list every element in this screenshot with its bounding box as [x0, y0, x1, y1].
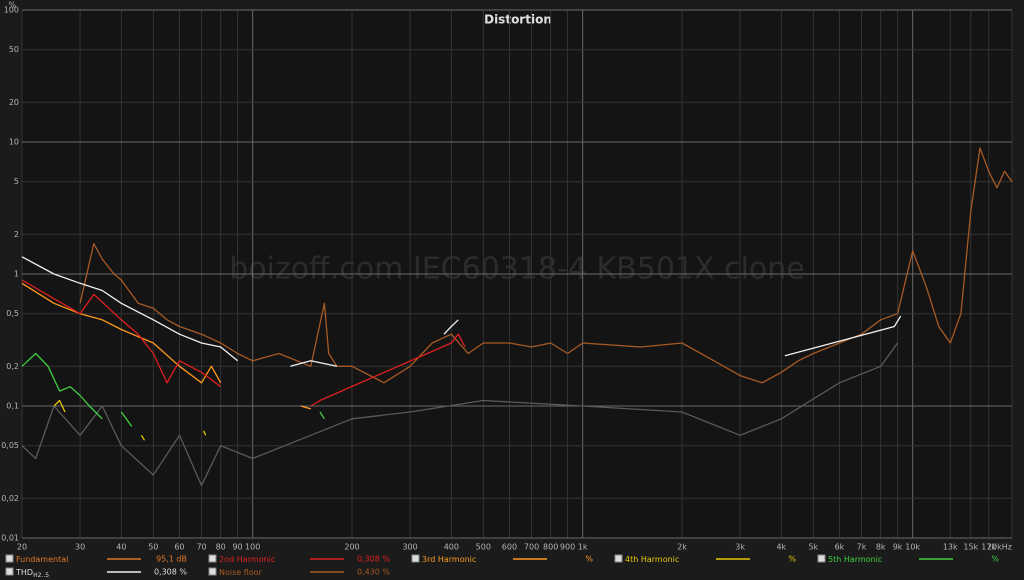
legend-checkbox [208, 567, 217, 576]
legend-name: 2nd Harmonic [219, 555, 275, 564]
chart-title: Distortion [484, 13, 552, 27]
x-tick-label: 300 [402, 543, 417, 552]
legend-name: 4th Harmonic [625, 555, 679, 564]
legend-readout: % [991, 555, 999, 564]
x-tick-label: 5k [808, 543, 818, 552]
legend-label: Noise floor [219, 568, 263, 577]
x-tick-label: 600 [502, 543, 517, 552]
y-tick-label: 0,2 [6, 362, 19, 371]
x-tick-label: 200 [344, 543, 359, 552]
x-tick-label: 800 [543, 543, 558, 552]
x-tick-label: 4k [776, 543, 786, 552]
x-tick-label: 20kHz [987, 543, 1012, 552]
legend-checkbox [5, 567, 14, 576]
x-tick-label: 2k [677, 543, 687, 552]
y-tick-label: 5 [14, 177, 19, 186]
y-tick-label: 100 [4, 6, 19, 15]
series-line [53, 399, 207, 441]
x-tick-label: 9k [893, 543, 903, 552]
legend-name: THD [15, 568, 33, 577]
x-tick-label: 6k [835, 543, 845, 552]
legend-label: Fundamental [16, 555, 68, 564]
y-unit: % [8, 1, 16, 10]
legend-name: 3rd Harmonic [422, 555, 476, 564]
legend-label: 2nd Harmonic [219, 555, 275, 564]
legend-name: Noise floor [219, 568, 263, 577]
legend-checkbox [208, 554, 217, 563]
y-tick-label: 0,02 [1, 494, 19, 503]
x-tick-label: 7k [857, 543, 867, 552]
legend-label: THDH2..5 [15, 568, 49, 579]
series-line [79, 147, 1013, 384]
legend-readout: 95,1 dB [156, 555, 187, 564]
legend-readout: % [788, 555, 796, 564]
x-tick-label: 900 [560, 543, 575, 552]
y-tick-label: 2 [14, 230, 19, 239]
y-tick-label: 0,5 [6, 309, 19, 318]
x-tick-label: 30 [75, 543, 85, 552]
series-line [21, 256, 902, 367]
legend-checkbox [614, 554, 623, 563]
series-line [21, 279, 466, 407]
x-tick-label: 90 [232, 543, 242, 552]
legend-readout: % [585, 555, 593, 564]
y-tick-label: 0,05 [1, 441, 19, 450]
legend-label: 4th Harmonic [625, 555, 679, 564]
x-tick-label: 10k [905, 543, 920, 552]
x-tick-label: 13k [943, 543, 958, 552]
x-tick-label: 40 [116, 543, 126, 552]
x-tick-label: 400 [444, 543, 459, 552]
y-tick-label: 1 [14, 270, 19, 279]
x-tick-label: 100 [245, 543, 260, 552]
y-tick-label: 10 [9, 138, 19, 147]
x-tick-label: 60 [174, 543, 184, 552]
legend-readout: 0,308 % [357, 555, 390, 564]
x-tick-label: 70 [196, 543, 206, 552]
x-tick-label: 17k [981, 543, 996, 552]
series-line [21, 352, 325, 427]
legend-checkbox [5, 554, 14, 563]
x-tick-label: 15k [963, 543, 978, 552]
x-tick-label: 700 [524, 543, 539, 552]
legend-subscript: H2..5 [33, 572, 49, 579]
legend-readout: 0,308 % [154, 568, 187, 577]
legend-readout: 0,430 % [357, 568, 390, 577]
legend-label: 3rd Harmonic [422, 555, 476, 564]
watermark: boizoff.com IEC60318-4 KB501X clone [229, 252, 805, 287]
x-tick-label: 80 [216, 543, 226, 552]
y-tick-label: 0,01 [1, 534, 19, 543]
legend-checkbox [411, 554, 420, 563]
legend-checkbox [817, 554, 826, 563]
x-tick-label: 20 [17, 543, 27, 552]
y-tick-label: 50 [9, 45, 19, 54]
x-tick-label: 1k [578, 543, 588, 552]
legend-name: 5th Harmonic [828, 555, 882, 564]
x-tick-label: 500 [476, 543, 491, 552]
x-tick-label: 50 [148, 543, 158, 552]
series-line [21, 282, 311, 410]
y-tick-label: 0,1 [6, 402, 19, 411]
series-line [21, 342, 899, 487]
legend-name: Fundamental [16, 555, 68, 564]
legend-label: 5th Harmonic [828, 555, 882, 564]
x-tick-label: 3k [735, 543, 745, 552]
x-tick-label: 8k [876, 543, 886, 552]
y-tick-label: 20 [9, 98, 19, 107]
